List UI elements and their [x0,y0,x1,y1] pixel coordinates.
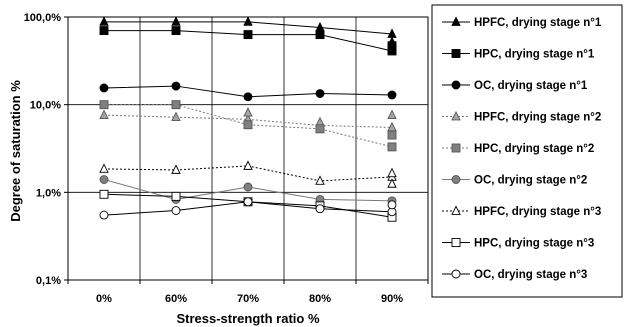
legend-marker [451,49,461,58]
data-point [171,191,181,201]
data-point [315,30,325,40]
legend-label: HPC, drying stage n°3 [474,238,594,250]
data-point [243,92,253,102]
y-tick-label: 100,0% [24,12,62,24]
series-6 [99,160,397,188]
legend-item: HPFC, drying stage n°1 [442,16,602,29]
data-point [171,100,181,110]
legend-item: HPC, drying stage n°1 [442,49,595,61]
legend-label: HPFC, drying stage n°2 [474,112,601,124]
data-point [99,100,109,110]
legend-marker [451,110,461,121]
legend-item: OC, drying stage n°2 [442,175,587,187]
data-point [243,197,253,207]
legend-marker [451,16,461,26]
legend-label: OC, drying stage n°1 [474,80,588,92]
series-2 [99,81,397,102]
data-point [99,189,109,199]
series-layer [99,16,397,222]
data-point [387,130,397,140]
legend-label: HPC, drying stage n°2 [474,143,594,155]
series-4 [99,100,397,152]
legend-marker [451,175,461,184]
legend-marker [451,269,461,279]
data-point [99,26,109,36]
data-point [387,200,397,210]
data-point [171,111,181,122]
x-tick-label: 70% [237,293,259,305]
legend-marker [451,238,461,247]
legend-label: OC, drying stage n°2 [474,175,587,187]
data-point [171,206,181,215]
plot-area [67,16,429,281]
data-point [99,83,109,93]
axes: 0,1% 1,0% 10,0% 100,0% 0% 60% 70% 80% 90% [24,12,429,305]
data-point [387,178,397,188]
series-1 [99,26,397,56]
grid [67,16,429,281]
x-tick-label: 80% [309,293,331,305]
series-line [104,104,393,148]
data-point [99,163,109,173]
data-point [243,120,253,130]
x-tick-label: 60% [165,293,187,305]
data-point [315,89,325,98]
legend-label: HPFC, drying stage n°3 [474,206,601,218]
legend-item: OC, drying stage n°1 [442,80,588,92]
y-tick-label: 10,0% [30,100,61,112]
x-axis-title: Stress-strength ratio % [176,311,319,326]
y-tick-label: 0,1% [36,275,61,287]
data-point [99,109,109,119]
data-point [243,30,253,40]
legend-marker [451,143,461,153]
data-point [171,164,181,174]
x-tick-label: 0% [96,293,112,305]
data-point [99,210,109,220]
legend-item: HPFC, drying stage n°3 [442,205,601,218]
y-tick-label: 1,0% [36,187,61,199]
data-point [315,124,325,134]
y-axis-title: Degree of saturation % [8,80,23,222]
legend-label: HPFC, drying stage n°1 [474,17,602,29]
legend-label: HPC, drying stage n°1 [474,49,595,61]
legend-marker [451,80,461,90]
data-point [387,41,397,51]
data-point [387,167,397,178]
data-point [387,142,397,152]
legend-item: OC, drying stage n°3 [442,269,587,281]
legend: HPFC, drying stage n°1 HPC, drying stage … [431,4,623,298]
legend-item: HPFC, drying stage n°2 [442,110,601,124]
data-point [243,160,253,170]
data-point [171,81,181,91]
data-point [243,182,253,192]
legend-label: OC, drying stage n°3 [474,269,587,281]
x-tick-label: 90% [381,293,403,305]
data-point [99,175,109,184]
data-point [171,16,181,26]
data-point [315,204,325,214]
data-point [99,16,109,26]
legend-item: HPC, drying stage n°3 [442,238,594,250]
data-point [315,175,325,185]
data-point [387,90,397,100]
legend-item: HPC, drying stage n°2 [442,143,594,155]
data-point [171,26,181,36]
legend-marker [451,205,461,215]
data-point [243,107,253,117]
series-8 [99,197,397,220]
data-point [387,109,397,119]
data-point [243,16,253,26]
